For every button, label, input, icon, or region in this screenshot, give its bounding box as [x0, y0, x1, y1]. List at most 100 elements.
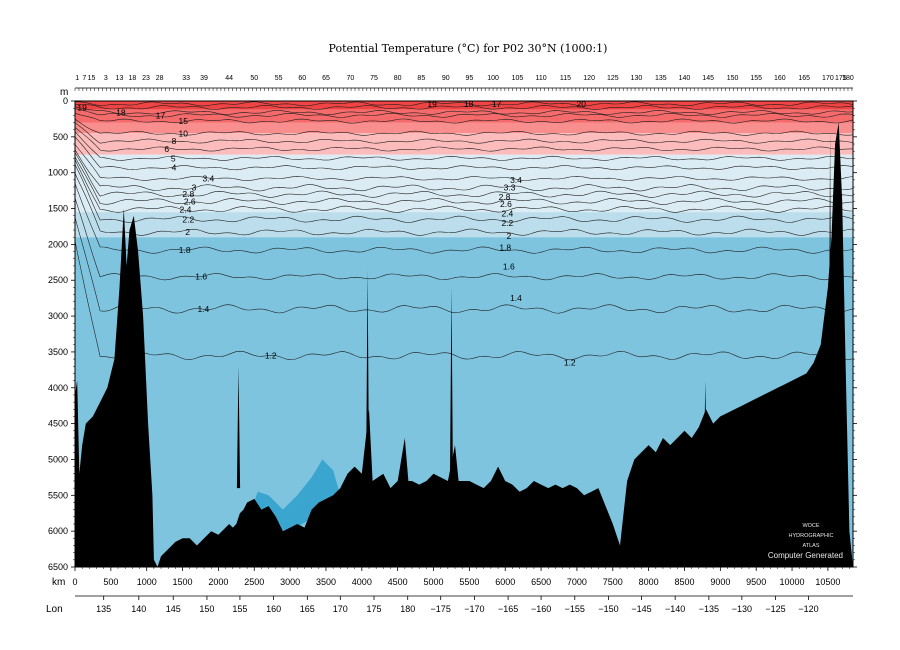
- lon-tick-label: 145: [166, 604, 181, 614]
- y-axis-unit: m: [60, 87, 68, 98]
- plot-area: 1.21.41.61.822.22.42.62.833.445681015171…: [75, 99, 853, 567]
- temp-band-0: [75, 101, 853, 110]
- station-number: 90: [442, 75, 450, 82]
- station-number: 155: [750, 75, 762, 82]
- isotherm-label-15: 15: [179, 116, 189, 126]
- isotherm-2.8: [75, 152, 853, 198]
- isotherm-label-2.4: 2.4: [180, 204, 192, 214]
- lon-tick-label: 175: [366, 604, 381, 614]
- isotherm-3.4: [75, 144, 853, 181]
- station-number: 44: [225, 75, 233, 82]
- seafloor-bathymetry: [75, 122, 853, 567]
- station-number: 100: [487, 75, 499, 82]
- isotherm-label-2.2: 2.2: [182, 214, 194, 224]
- isotherm-label-3: 3: [192, 183, 197, 193]
- y-tick-label-3500: 3500: [48, 347, 68, 357]
- chart-title: Potential Temperature (°C) for P02 30°N …: [329, 42, 608, 55]
- station-number: 85: [417, 75, 425, 82]
- isotherm-2.2: [75, 164, 853, 223]
- axes-frame: [71, 87, 857, 600]
- temp-band-1: [75, 109, 853, 123]
- isotherm-label-18: 18: [464, 99, 474, 109]
- isotherm-label-2: 2: [506, 231, 511, 241]
- x-tick-label-500: 500: [103, 577, 118, 587]
- station-number: 180: [842, 75, 854, 82]
- isotherm-label-1.6: 1.6: [503, 262, 515, 272]
- lon-tick-label: −155: [565, 604, 585, 614]
- x-tick-label-2000: 2000: [208, 577, 228, 587]
- station-number: 170: [822, 75, 834, 82]
- isotherm-label-1.8: 1.8: [179, 245, 191, 255]
- isotherm-10: [75, 118, 853, 136]
- x-tick-label-10000: 10000: [780, 577, 805, 587]
- isotherm-label-3.3: 3.3: [504, 183, 516, 193]
- axis-labels: 0500100015002000250030003500400045005000…: [48, 75, 854, 614]
- isotherm-label-19: 19: [427, 99, 437, 109]
- lon-tick-label: −130: [732, 604, 752, 614]
- station-number: 55: [275, 75, 283, 82]
- x-tick-label-7500: 7500: [603, 577, 623, 587]
- station-number: 165: [798, 75, 810, 82]
- x-tick-label-2500: 2500: [244, 577, 264, 587]
- isotherm-3: [75, 149, 853, 192]
- isotherm-19: [75, 104, 853, 110]
- seamount-4: [828, 129, 832, 489]
- isotherm-label-3.4: 3.4: [202, 173, 214, 183]
- station-number: 75: [370, 75, 378, 82]
- lon-axis-unit: Lon: [46, 604, 63, 615]
- seamount-3: [703, 380, 707, 489]
- lon-tick-label: −150: [598, 604, 618, 614]
- station-number: 23: [142, 75, 150, 82]
- station-number: 39: [200, 75, 208, 82]
- lon-tick-label: −145: [631, 604, 651, 614]
- station-number: 18: [128, 75, 136, 82]
- isotherm-17: [75, 108, 853, 118]
- x-tick-label-1000: 1000: [137, 577, 157, 587]
- station-number: 120: [583, 75, 595, 82]
- watermark-line-3: ATLAS: [802, 543, 819, 549]
- x-tick-label-9000: 9000: [710, 577, 730, 587]
- isotherm-label-1.6: 1.6: [195, 272, 207, 282]
- lon-tick-label: 150: [199, 604, 214, 614]
- lon-tick-label: −160: [531, 604, 551, 614]
- isotherm-label-4: 4: [172, 163, 177, 173]
- y-tick-label-1500: 1500: [48, 204, 68, 214]
- y-tick-label-4500: 4500: [48, 419, 68, 429]
- x-tick-label-7000: 7000: [567, 577, 587, 587]
- station-number: 7: [82, 75, 86, 82]
- y-tick-label-2000: 2000: [48, 239, 68, 249]
- lon-tick-label: 160: [266, 604, 281, 614]
- isotherm-label-10: 10: [179, 128, 189, 138]
- x-tick-label-1500: 1500: [173, 577, 193, 587]
- station-number: 33: [182, 75, 190, 82]
- y-tick-label-6500: 6500: [48, 562, 68, 572]
- x-tick-label-5500: 5500: [459, 577, 479, 587]
- isotherm-label-1.4: 1.4: [197, 304, 209, 314]
- isotherm-15: [75, 112, 853, 124]
- lon-tick-label: −175: [431, 604, 451, 614]
- watermark-line-1: WOCE: [802, 523, 819, 529]
- lon-tick-label: −165: [498, 604, 518, 614]
- lon-tick-label: 180: [400, 604, 415, 614]
- x-tick-label-3000: 3000: [280, 577, 300, 587]
- seamount-1: [366, 269, 370, 489]
- isotherm-label-3.4: 3.4: [510, 175, 522, 185]
- station-number: 1: [75, 75, 79, 82]
- isotherm-label-8: 8: [172, 136, 177, 146]
- lon-tick-label: 135: [96, 604, 111, 614]
- x-tick-label-6000: 6000: [495, 577, 515, 587]
- lon-tick-label: 165: [300, 604, 315, 614]
- lon-tick-label: −125: [765, 604, 785, 614]
- isotherm-label-20: 20: [577, 99, 587, 109]
- lon-tick-label: 155: [232, 604, 247, 614]
- y-tick-label-2500: 2500: [48, 275, 68, 285]
- lon-tick-label: 170: [333, 604, 348, 614]
- lon-tick-label: −135: [699, 604, 719, 614]
- isotherm-6: [75, 127, 853, 152]
- x-tick-label-4500: 4500: [388, 577, 408, 587]
- x-tick-label-6500: 6500: [531, 577, 551, 587]
- y-tick-label-4000: 4000: [48, 383, 68, 393]
- station-number: 135: [655, 75, 667, 82]
- y-tick-label-3000: 3000: [48, 311, 68, 321]
- isotherm-label-2.8: 2.8: [499, 192, 511, 202]
